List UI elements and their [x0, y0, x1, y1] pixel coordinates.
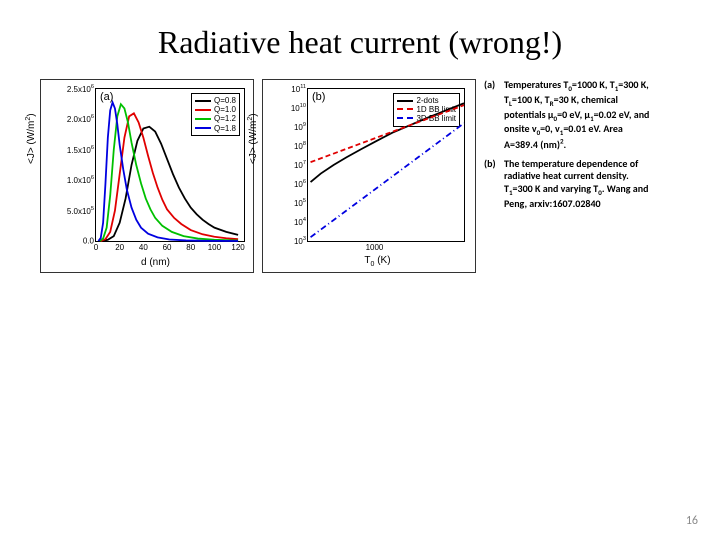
- series-line: [102, 127, 238, 241]
- ytick: 1011: [291, 84, 308, 94]
- page-title: Radiative heat current (wrong!): [0, 0, 720, 61]
- ytick: 5.0x105: [67, 206, 96, 216]
- series-line: [311, 103, 464, 182]
- chart-a-plot: (a) Q=0.8Q=1.0Q=1.2Q=1.8 020406080100120…: [95, 88, 245, 242]
- page-number: 16: [686, 514, 698, 528]
- chart-a-ylabel: <J> (W/m2): [25, 113, 37, 164]
- xtick: 100: [208, 241, 221, 252]
- note-a-label: (a): [484, 79, 504, 158]
- xtick: 80: [186, 241, 195, 252]
- ytick: 106: [294, 179, 308, 189]
- series-line: [311, 105, 464, 162]
- chart-b: <J> (W/m2) T0 (K) (b) 2-dots1D BB limit3…: [262, 79, 476, 273]
- ytick: 109: [294, 122, 308, 132]
- chart-a: <J> (W/m2) d (nm) (a) Q=0.8Q=1.0Q=1.2Q=1…: [40, 79, 254, 273]
- ytick: 0.0: [83, 237, 96, 246]
- xtick: 60: [163, 241, 172, 252]
- ytick: 1.0x106: [67, 175, 96, 185]
- ytick: 107: [294, 160, 308, 170]
- ytick: 2.0x106: [67, 115, 96, 125]
- chart-b-ylabel: <J> (W/m2): [247, 113, 259, 164]
- chart-b-xlabel: T0 (K): [364, 255, 390, 268]
- chart-a-xlabel: d (nm): [141, 257, 170, 268]
- ytick: 103: [294, 236, 308, 246]
- chart-a-svg: [96, 89, 244, 241]
- ytick: 104: [294, 217, 308, 227]
- notes-panel: (a) Temperatures T0=1000 K, T1=300 K, TL…: [484, 79, 660, 273]
- note-b-text: The temperature dependence of radiative …: [504, 157, 648, 210]
- note-a-text: Temperatures T0=1000 K, T1=300 K, TL=100…: [504, 78, 649, 151]
- ytick: 1.5x106: [67, 145, 96, 155]
- note-b-label: (b): [484, 158, 504, 216]
- series-line: [101, 113, 238, 241]
- xtick: 40: [139, 241, 148, 252]
- xtick: 20: [115, 241, 124, 252]
- chart-b-plot: (b) 2-dots1D BB limit3D BB limit 1031041…: [307, 88, 465, 242]
- ytick: 108: [294, 141, 308, 151]
- ytick: 1010: [291, 103, 308, 113]
- xtick: 1000: [366, 241, 384, 252]
- series-line: [311, 123, 464, 237]
- content-row: <J> (W/m2) d (nm) (a) Q=0.8Q=1.0Q=1.2Q=1…: [0, 79, 720, 273]
- xtick: 120: [231, 241, 244, 252]
- chart-b-svg: [308, 89, 464, 241]
- ytick: 2.5x106: [67, 84, 96, 94]
- ytick: 105: [294, 198, 308, 208]
